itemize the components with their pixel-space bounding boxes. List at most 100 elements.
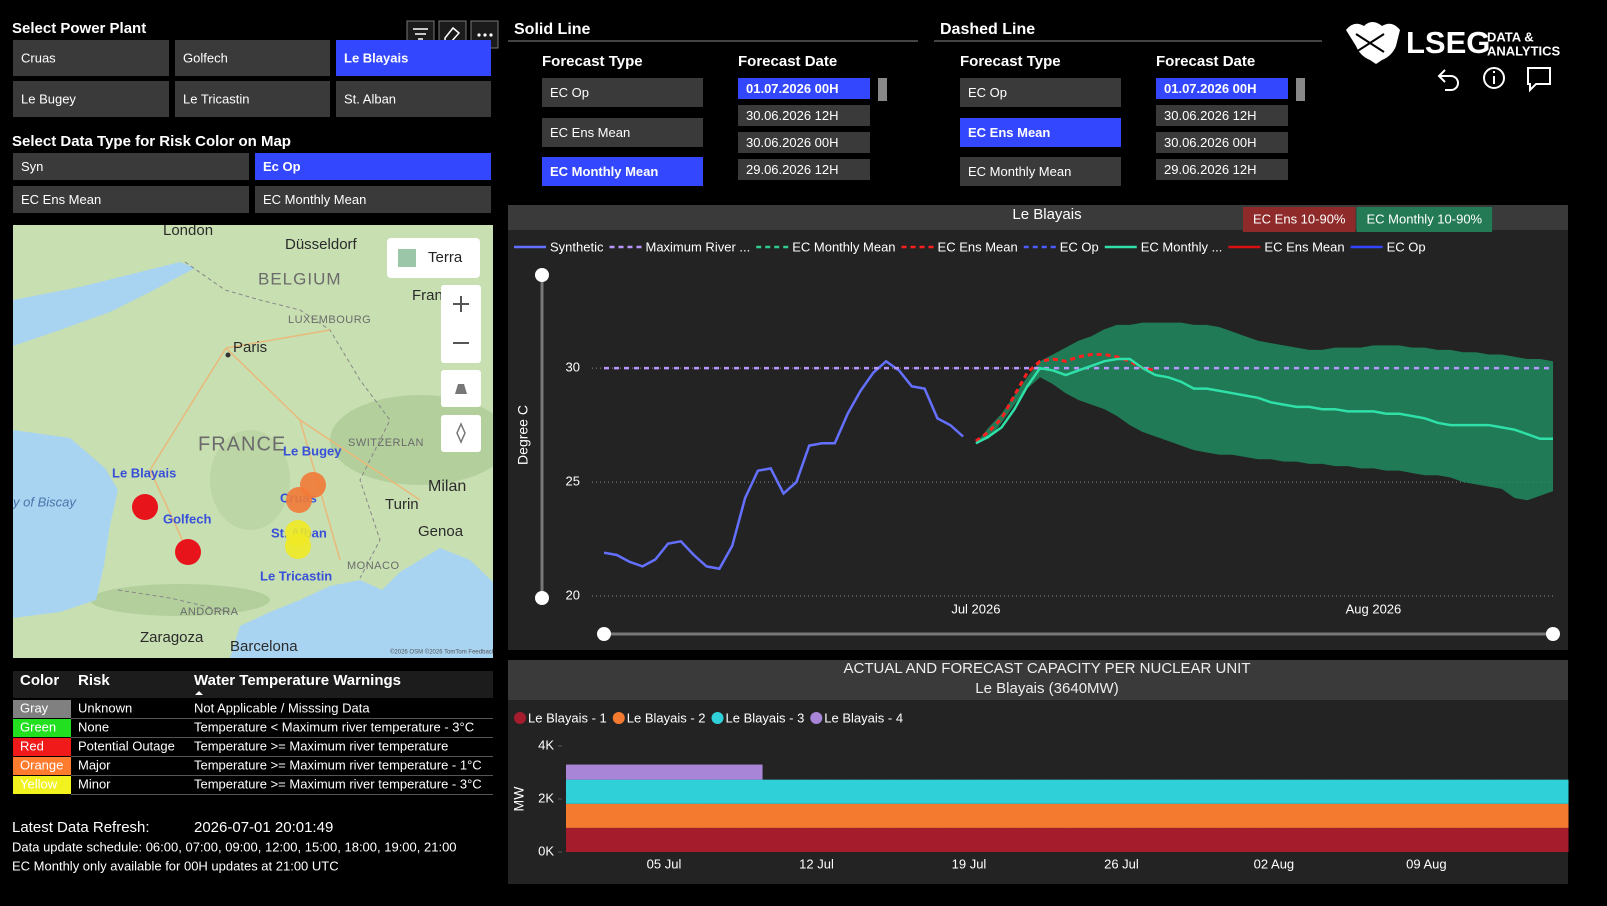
capacity-bar: [806, 828, 828, 852]
refresh-label: Latest Data Refresh:: [12, 819, 150, 836]
y-tick-label: 20: [566, 587, 580, 602]
capacity-bar: [1067, 780, 1089, 804]
risk-selector-title: Select Data Type for Risk Color on Map: [12, 133, 291, 150]
capacity-bar: [566, 804, 588, 828]
capacity-bar: [1285, 780, 1307, 804]
capacity-bar: [849, 828, 871, 852]
plant-button-label: Cruas: [21, 50, 56, 65]
capacity-bar: [1459, 828, 1481, 852]
capacity-bar: [1503, 804, 1525, 828]
capacity-bar: [631, 828, 653, 852]
capacity-bar: [1263, 780, 1285, 804]
plant-label: Golfech: [163, 511, 211, 526]
capacity-bar: [784, 780, 806, 804]
capacity-bar: [871, 780, 893, 804]
capacity-bar: [1503, 828, 1525, 852]
risk-type-button-label: Ec Op: [263, 159, 301, 174]
capacity-bar: [1546, 804, 1568, 828]
capacity-bar: [1416, 780, 1438, 804]
legend-label: Le Blayais - 1: [528, 710, 607, 725]
layer-button[interactable]: Terra: [387, 238, 480, 278]
forecast-date-button-label: 30.06.2026 12H: [746, 108, 839, 123]
capacity-bar: [1546, 780, 1568, 804]
capacity-bar: [806, 804, 828, 828]
plant-marker[interactable]: [285, 533, 311, 559]
plant-button-label: Le Tricastin: [183, 91, 249, 106]
y-axis-label: Degree C: [515, 405, 531, 465]
capacity-bar: [1198, 828, 1220, 852]
capacity-bar: [1241, 828, 1263, 852]
capacity-bar: [1219, 828, 1241, 852]
plant-marker[interactable]: [175, 539, 201, 565]
map-place: Genoa: [418, 523, 464, 540]
capacity-bar: [588, 765, 610, 780]
capacity-bar: [1394, 828, 1416, 852]
capacity-bar: [740, 765, 762, 780]
capacity-bar: [1307, 804, 1329, 828]
risk-type-button[interactable]: [13, 153, 249, 180]
legend-label: Le Blayais - 4: [824, 710, 903, 725]
x-tick-label: 19 Jul: [952, 856, 987, 871]
band-toggle[interactable]: EC Ens 10-90%: [1243, 207, 1356, 232]
capacity-bar: [1241, 780, 1263, 804]
capacity-bar: [588, 828, 610, 852]
plant-marker[interactable]: [132, 494, 158, 520]
table-cell: Orange: [20, 757, 63, 772]
chart-title: ACTUAL AND FORECAST CAPACITY PER NUCLEAR…: [843, 660, 1250, 677]
table-cell: Major: [78, 757, 111, 772]
capacity-bar: [871, 804, 893, 828]
capacity-bar: [718, 780, 740, 804]
capacity-bar: [1154, 804, 1176, 828]
capacity-bar: [697, 828, 719, 852]
brand-name: LSEG: [1406, 25, 1490, 60]
map[interactable]: London Düsseldorf BELGIUM Paris LUXEMBOU…: [12, 222, 510, 658]
plant-label: Le Blayais: [112, 465, 176, 480]
capacity-bar: [653, 780, 675, 804]
plant-button-label: St. Alban: [344, 91, 396, 106]
table-cell: Temperature < Maximum river temperature …: [194, 719, 474, 734]
capacity-bar: [762, 780, 784, 804]
forecast-date-button-label: 29.06.2026 12H: [1164, 162, 1257, 177]
forecast-date-button-label: 01.07.2026 00H: [1164, 81, 1257, 96]
capacity-bar: [718, 828, 740, 852]
capacity-bar: [1372, 828, 1394, 852]
plant-marker[interactable]: [286, 487, 312, 513]
table-cell: Temperature >= Maximum river temperature…: [194, 757, 482, 772]
map-place: Barcelona: [230, 638, 298, 655]
capacity-bar: [697, 804, 719, 828]
capacity-bar: [1481, 828, 1503, 852]
capacity-bar: [1198, 780, 1220, 804]
brand-tagline: DATA &: [1487, 29, 1534, 44]
y-tick-label: 4K: [538, 737, 554, 752]
forecast-date-header: Forecast Date: [738, 53, 837, 70]
scrollbar: [1296, 78, 1305, 101]
map-place: Turin: [385, 496, 419, 513]
table-cell: Unknown: [78, 700, 132, 715]
capacity-bar: [1219, 780, 1241, 804]
capacity-bar: [1307, 780, 1329, 804]
plant-button-label: Golfech: [183, 50, 228, 65]
table-cell: Minor: [78, 776, 111, 791]
x-tick-label: 12 Jul: [799, 856, 834, 871]
capacity-bar: [1372, 804, 1394, 828]
capacity-bar: [1437, 828, 1459, 852]
capacity-bar: [1394, 780, 1416, 804]
capacity-bar: [566, 765, 588, 780]
plant-button-label: Le Blayais: [344, 50, 408, 65]
capacity-bar: [915, 780, 937, 804]
map-attribution: ©2026 OSM ©2026 TomTom Feedback: [390, 649, 496, 656]
capacity-bar: [1263, 804, 1285, 828]
capacity-bar: [1437, 780, 1459, 804]
capacity-bar: [1350, 804, 1372, 828]
capacity-bar: [915, 828, 937, 852]
capacity-bar: [893, 780, 915, 804]
capacity-bar: [1459, 780, 1481, 804]
capacity-bar: [1285, 828, 1307, 852]
legend-swatch: [810, 712, 822, 724]
capacity-bar: [631, 780, 653, 804]
legend-label: Le Blayais - 2: [627, 710, 706, 725]
capacity-bar: [958, 828, 980, 852]
band-toggle[interactable]: EC Monthly 10-90%: [1357, 207, 1493, 232]
capacity-bar: [1089, 828, 1111, 852]
capacity-bar: [610, 804, 632, 828]
